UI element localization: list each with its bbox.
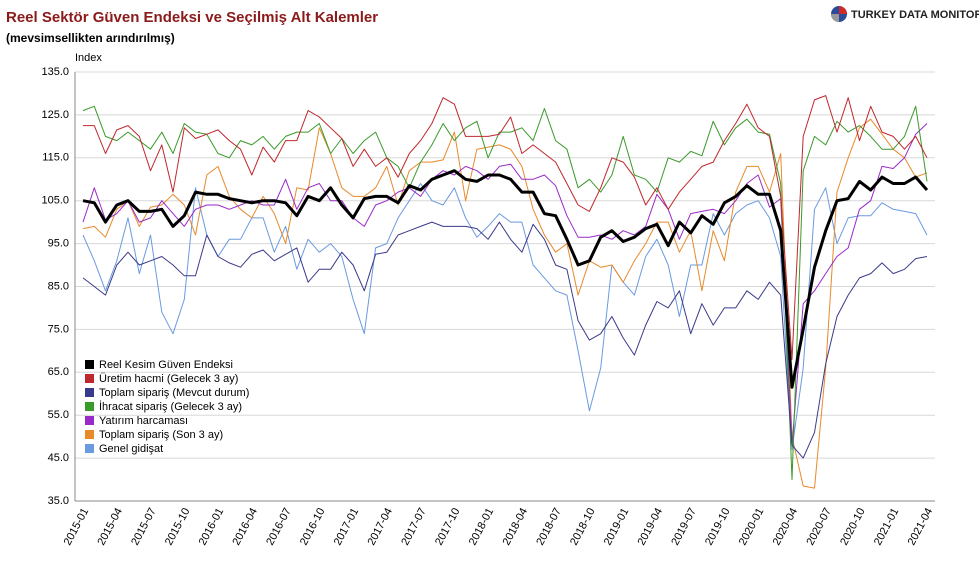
legend-swatch	[85, 430, 94, 439]
x-tick-label: 2016-01	[197, 506, 227, 547]
legend-label: Genel gidişat	[99, 443, 163, 455]
legend-swatch	[85, 444, 94, 453]
x-tick-label: 2017-04	[366, 506, 396, 547]
legend-label: Yatırım harcaması	[99, 415, 188, 427]
y-tick-label: 135.0	[41, 66, 69, 78]
series-line	[82, 169, 929, 389]
x-tick-label: 2018-10	[568, 506, 598, 547]
x-tick-label: 2018-04	[501, 506, 531, 547]
x-tick-label: 2016-07	[264, 506, 294, 547]
x-tick-label: 2015-10	[163, 506, 193, 547]
legend-label: İhracat sipariş (Gelecek 3 ay)	[99, 400, 242, 413]
x-tick-label: 2016-10	[298, 506, 328, 547]
series-line	[82, 105, 928, 481]
chart-subtitle: (mevsimsellikten arındırılmış)	[6, 31, 175, 45]
legend-swatch	[85, 360, 94, 369]
x-tick-label: 2017-01	[332, 506, 362, 547]
x-tick-label: 2020-07	[804, 506, 834, 547]
x-tick-label: 2015-04	[95, 506, 125, 547]
series-line	[83, 95, 928, 360]
y-tick-label: 75.0	[48, 323, 69, 335]
y-axis-label: Index	[75, 52, 102, 64]
y-tick-label: 95.0	[48, 238, 69, 250]
x-tick-label: 2021-04	[906, 506, 936, 547]
legend-swatch	[85, 374, 94, 383]
x-tick-label: 2020-10	[838, 506, 868, 547]
y-tick-label: 35.0	[48, 495, 69, 507]
y-tick-label: 115.0	[42, 152, 69, 164]
y-tick-label: 65.0	[48, 366, 69, 378]
logo-text: TURKEY DATA MONITOR	[851, 9, 979, 21]
x-tick-label: 2015-01	[62, 506, 92, 547]
x-tick-label: 2017-10	[433, 506, 463, 547]
legend-swatch	[85, 402, 94, 411]
x-tick-label: 2015-07	[129, 506, 159, 547]
series-line	[82, 221, 928, 459]
x-tick-label: 2018-01	[467, 506, 497, 547]
y-tick-label: 85.0	[48, 280, 69, 292]
legend-label: Üretim hacmi (Gelecek 3 ay)	[99, 373, 238, 385]
y-tick-label: 105.0	[41, 195, 69, 207]
legend-swatch	[85, 416, 94, 425]
chart-title: Reel Sektör Güven Endeksi ve Seçilmiş Al…	[6, 9, 378, 26]
x-tick-label: 2019-04	[636, 506, 666, 547]
x-tick-label: 2018-07	[534, 506, 564, 547]
y-tick-label: 55.0	[48, 409, 69, 421]
legend-label: Toplam sipariş (Mevcut durum)	[99, 387, 249, 399]
legend-label: Reel Kesim Güven Endeksi	[99, 359, 233, 371]
x-tick-label: 2020-04	[771, 506, 801, 547]
x-tick-label: 2016-04	[230, 506, 260, 547]
x-tick-label: 2020-01	[737, 506, 767, 547]
x-tick-label: 2021-01	[872, 506, 902, 547]
y-tick-label: 45.0	[48, 452, 69, 464]
x-tick-label: 2017-07	[399, 506, 429, 547]
legend-swatch	[85, 388, 94, 397]
logo-icon	[831, 6, 847, 22]
x-tick-label: 2019-07	[669, 506, 699, 547]
y-tick-label: 125.0	[41, 109, 69, 121]
x-tick-label: 2019-10	[703, 506, 733, 547]
x-tick-label: 2019-01	[602, 506, 632, 547]
series-line	[82, 183, 928, 450]
legend-label: Toplam sipariş (Son 3 ay)	[99, 429, 223, 441]
